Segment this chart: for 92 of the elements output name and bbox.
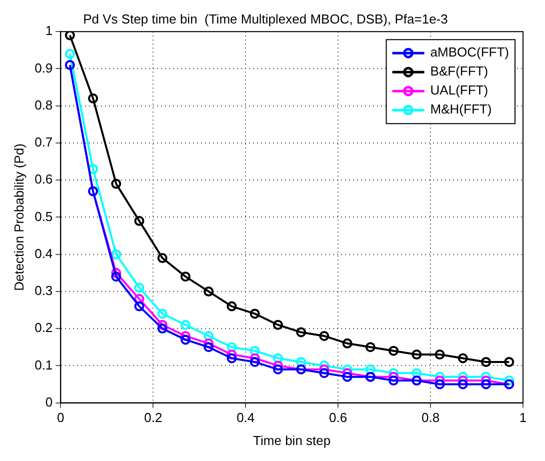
point bbox=[226, 342, 237, 352]
point bbox=[319, 368, 330, 378]
chart-title: Pd Vs Step time bin (Time Multiplexed MBOC, DSB), Pfa=1e-3 bbox=[83, 11, 448, 26]
point bbox=[272, 320, 283, 330]
point bbox=[134, 282, 144, 293]
point bbox=[111, 268, 122, 278]
point bbox=[157, 324, 168, 334]
point bbox=[204, 338, 214, 348]
y-tick-label: 1 bbox=[45, 23, 53, 38]
point bbox=[272, 353, 283, 364]
point bbox=[180, 272, 190, 282]
y-tick-label: 0.4 bbox=[34, 246, 53, 261]
x-axis-title: Time bin step bbox=[253, 432, 331, 448]
point bbox=[134, 301, 144, 312]
point bbox=[204, 286, 214, 296]
point bbox=[88, 164, 98, 174]
point bbox=[157, 308, 168, 319]
point bbox=[134, 294, 144, 304]
point bbox=[434, 376, 445, 386]
point bbox=[250, 353, 260, 364]
point bbox=[342, 372, 352, 382]
point bbox=[250, 308, 260, 319]
point bbox=[388, 376, 399, 386]
point bbox=[64, 48, 75, 59]
point bbox=[342, 338, 352, 348]
y-tick-label: 0.7 bbox=[34, 134, 53, 150]
point bbox=[388, 368, 399, 378]
point bbox=[434, 350, 445, 360]
point bbox=[342, 364, 352, 374]
point bbox=[319, 364, 330, 374]
point bbox=[365, 364, 376, 374]
point bbox=[157, 320, 168, 330]
x-tick-label: 0.4 bbox=[236, 410, 255, 426]
x-tick-label: 0.6 bbox=[329, 410, 348, 426]
x-tick-label: 0.8 bbox=[421, 410, 440, 426]
point bbox=[88, 93, 98, 104]
point bbox=[296, 327, 306, 338]
y-tick-label: 0.6 bbox=[34, 172, 53, 187]
point bbox=[481, 379, 492, 390]
x-tick-label: 1 bbox=[519, 410, 527, 426]
point bbox=[504, 356, 514, 367]
point bbox=[388, 346, 399, 356]
point bbox=[180, 320, 190, 330]
y-tick-label: 0 bbox=[45, 394, 53, 410]
point bbox=[134, 216, 144, 226]
point bbox=[226, 350, 237, 360]
point bbox=[272, 360, 283, 371]
point bbox=[272, 364, 283, 374]
point bbox=[64, 32, 75, 40]
legend-label: aMBOC(FFT) bbox=[430, 44, 510, 60]
point bbox=[481, 356, 492, 367]
point bbox=[226, 301, 237, 312]
y-tick-label: 0.9 bbox=[34, 60, 53, 76]
point bbox=[180, 330, 190, 341]
point bbox=[157, 253, 168, 264]
point bbox=[434, 379, 445, 390]
y-tick-label: 0.5 bbox=[34, 208, 53, 224]
point bbox=[111, 272, 122, 282]
point bbox=[388, 372, 399, 382]
y-tick-label: 0.2 bbox=[34, 320, 53, 336]
point bbox=[412, 368, 422, 378]
point bbox=[504, 376, 514, 386]
point bbox=[250, 346, 260, 356]
point bbox=[458, 376, 468, 386]
x-tick-label: 0.2 bbox=[144, 410, 162, 426]
point bbox=[481, 376, 492, 386]
y-tick-label: 0.3 bbox=[34, 283, 53, 298]
point bbox=[250, 356, 260, 367]
point bbox=[412, 350, 422, 360]
point bbox=[180, 334, 190, 345]
legend-label: B&F(FFT) bbox=[430, 64, 488, 79]
point bbox=[458, 379, 468, 390]
y-axis-title: Detection Probability (Pd) bbox=[11, 143, 26, 291]
y-tick-label: 0.8 bbox=[34, 97, 53, 112]
legend-label: UAL(FFT) bbox=[430, 82, 488, 98]
point bbox=[365, 342, 376, 352]
point bbox=[481, 372, 492, 382]
point bbox=[319, 330, 330, 341]
point bbox=[204, 330, 214, 341]
point bbox=[111, 178, 122, 189]
y-tick-label: 0.1 bbox=[34, 357, 53, 372]
point bbox=[204, 342, 214, 352]
point bbox=[434, 372, 445, 382]
legend-label: M&H(FFT) bbox=[430, 102, 492, 117]
point bbox=[319, 360, 330, 371]
point bbox=[458, 353, 468, 364]
point bbox=[226, 353, 237, 364]
x-tick-label: 0 bbox=[57, 410, 64, 426]
point bbox=[342, 368, 352, 378]
point bbox=[458, 372, 468, 382]
point bbox=[111, 249, 122, 260]
point bbox=[296, 356, 306, 367]
